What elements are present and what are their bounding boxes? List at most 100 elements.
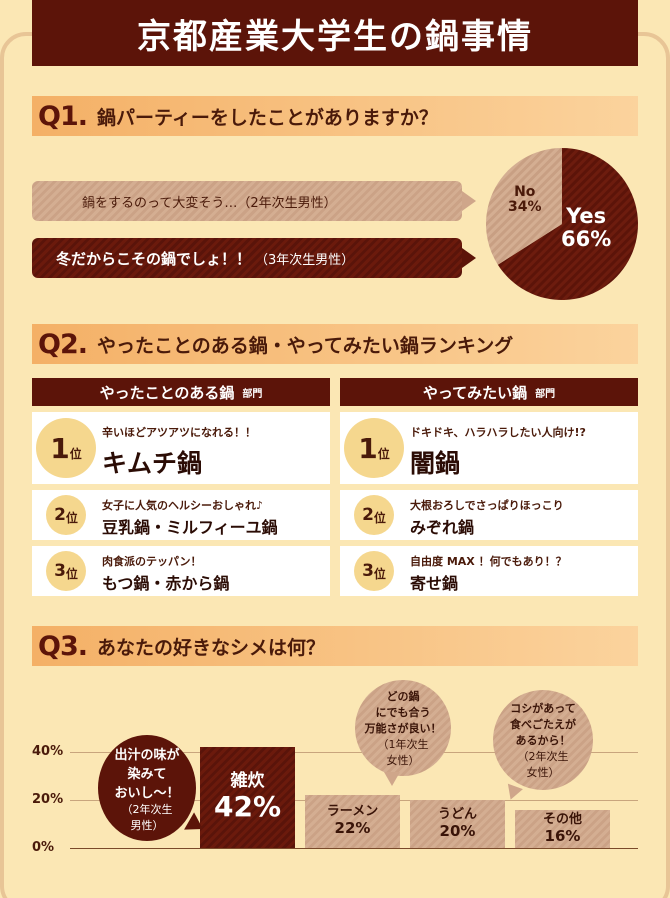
- bar-2: うどん 20%: [410, 800, 505, 848]
- ranking-want-heading-suffix: 部門: [535, 388, 556, 400]
- rank-number: 1: [50, 431, 70, 465]
- comment-line: （1年次生: [377, 738, 429, 751]
- rank-number: 1: [358, 431, 378, 465]
- pie-label-no-name: No: [514, 184, 536, 200]
- rank-name: もつ鍋・赤から鍋: [102, 574, 230, 593]
- q1-comment-1-text: 鍋をするのって大変そう…（2年次生男性）: [82, 195, 337, 211]
- bar-category-label: 雑炊: [230, 770, 265, 791]
- bar-category-label: うどん: [437, 806, 477, 822]
- q1-pie-chart: No 34% Yes 66%: [485, 147, 639, 305]
- rank-subtitle: ドキドキ、ハラハラしたい人向け!?: [410, 426, 586, 439]
- comment-line: 男性）: [130, 818, 164, 832]
- rank-name: キムチ鍋: [102, 449, 203, 478]
- bar-0: 雑炊 42%: [200, 747, 295, 848]
- gridline-40: [70, 752, 638, 753]
- baseline: [70, 848, 638, 849]
- ytick-40: 40%: [32, 744, 64, 759]
- rank-number: 2: [54, 505, 66, 525]
- rank-subtitle: 大根おろしでさっぱりほっこり: [410, 499, 564, 512]
- ranking-done-heading-suffix: 部門: [242, 388, 263, 400]
- q1-label: Q1.: [38, 100, 88, 132]
- comment-line: 食べごたえが: [510, 718, 576, 731]
- rank-number: 2: [362, 505, 374, 525]
- ranking-want-heading-text: やってみたい鍋: [422, 383, 528, 402]
- pie-slice-yes: [497, 148, 638, 300]
- title-bar: 京都産業大学生の鍋事情: [32, 0, 638, 66]
- comment-line: （2年次生: [121, 802, 173, 816]
- rank-name: 寄せ鍋: [410, 574, 459, 593]
- q1-bar: Q1. 鍋パーティーをしたことがありますか？: [32, 96, 638, 136]
- pie-slice-no: [486, 148, 562, 265]
- bar-value-label: 16%: [544, 826, 581, 845]
- comment-line: 女性）: [526, 766, 560, 779]
- comment-line: 出汁の味が: [114, 747, 180, 763]
- bar-1: ラーメン 22%: [305, 795, 400, 848]
- bar-value-label: 42%: [213, 790, 282, 824]
- bar-value-label: 22%: [334, 819, 371, 838]
- rank-name: みぞれ鍋: [410, 518, 475, 537]
- rank-number: 3: [362, 561, 374, 581]
- q3-comment-ramen: どの鍋 にでも合う 万能さが良い！ （1年次生 女性）: [355, 680, 451, 776]
- comment-line: 染みて: [127, 766, 167, 782]
- q3-bar: Q3. あなたの好きなシメは何？: [32, 626, 638, 666]
- q1-comment-1: 鍋をするのって大変そう…（2年次生男性）: [32, 181, 462, 221]
- bar-category-label: ラーメン: [326, 804, 379, 820]
- q1-question: 鍋パーティーをしたことがありますか？: [97, 106, 438, 129]
- rank-name: 闇鍋: [410, 449, 461, 478]
- q1-comment-2-sub: （3年次生男性）: [255, 252, 355, 268]
- pie-label-no: No 34%: [508, 184, 542, 216]
- ytick-0: 0%: [32, 840, 55, 855]
- pie-label-yes-name: Yes: [566, 204, 607, 228]
- rank-name: 豆乳鍋・ミルフィーユ鍋: [102, 518, 278, 537]
- ranking-done-heading-text: やったことのある鍋: [99, 383, 235, 402]
- comment-line: おいし～！: [114, 785, 180, 801]
- q2-question: やったことのある鍋・やってみたい鍋ランキング: [97, 334, 514, 357]
- pie-label-yes: Yes 66%: [561, 204, 612, 252]
- q1-comment-2-main: 冬だからこその鍋でしょ！！: [56, 249, 252, 268]
- rank-suffix: 位: [65, 510, 78, 525]
- pie-label-no-value: 34%: [508, 199, 542, 216]
- rank-subtitle: 女子に人気のヘルシーおしゃれ♪: [102, 499, 264, 512]
- pie-svg: [486, 148, 638, 300]
- comment-line: 万能さが良い！: [364, 722, 442, 735]
- q3-question: あなたの好きなシメは何？: [97, 636, 326, 659]
- q3-comment-zosui: 出汁の味が 染みて おいし～！ （2年次生 男性）: [98, 735, 196, 841]
- rank-number: 3: [54, 561, 66, 581]
- rank-suffix: 位: [373, 566, 386, 581]
- ranking-want-heading: やってみたい鍋 部門: [340, 378, 638, 406]
- comment-line: にでも合う: [375, 706, 431, 719]
- rank-suffix: 位: [69, 446, 82, 461]
- comment-line: 女性）: [386, 754, 420, 767]
- pie-label-yes-value: 66%: [561, 227, 612, 252]
- rank-suffix: 位: [377, 446, 390, 461]
- rank-suffix: 位: [373, 510, 386, 525]
- rank-subtitle: 辛いほどアツアツになれる！！: [102, 426, 256, 439]
- q3-label: Q3.: [38, 630, 88, 662]
- rank-suffix: 位: [65, 566, 78, 581]
- q2-bar: Q2. やったことのある鍋・やってみたい鍋ランキング: [32, 324, 638, 364]
- comment-line: （2年次生: [517, 750, 569, 763]
- bar-value-label: 20%: [439, 821, 476, 840]
- q1-comment-1-tail: [462, 191, 476, 211]
- comment-line: あるから！: [515, 734, 571, 747]
- q1-comment-2: 冬だからこその鍋でしょ！！ （3年次生男性）: [32, 238, 462, 278]
- ytick-20: 20%: [32, 792, 64, 807]
- comment-line: どの鍋: [386, 690, 420, 703]
- rank-subtitle: 肉食派のテッパン！: [102, 555, 202, 568]
- ramen-comment-tail: [384, 772, 400, 786]
- comment-line: コシがあって: [510, 702, 576, 715]
